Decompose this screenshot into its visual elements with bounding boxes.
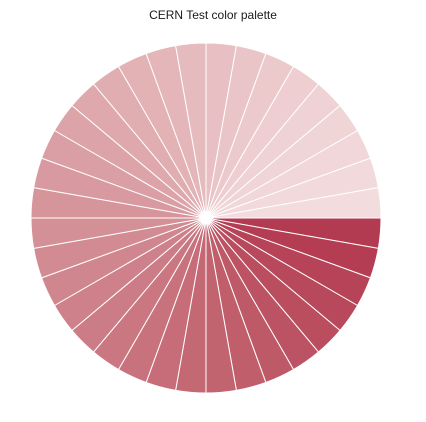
pie-slice-36 bbox=[205, 187, 382, 219]
pie-slices bbox=[30, 42, 382, 394]
chart-title: CERN Test color palette bbox=[149, 8, 277, 22]
